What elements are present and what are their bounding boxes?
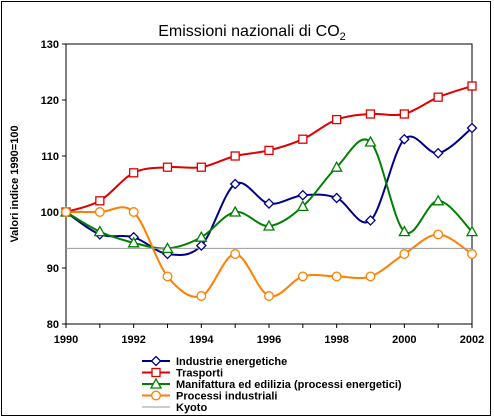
x-tick-label: 1990: [54, 334, 78, 346]
legend-label-processi-industriali: Processi industriali: [176, 391, 277, 403]
data-point-industrie-energetiche: [195, 240, 207, 252]
data-point-processi-industriali: [467, 249, 477, 259]
x-tick-label: 2000: [392, 334, 416, 346]
legend-label-manifattura-ed-edilizia-processi-energetici: Manifattura ed edilizia (processi energe…: [176, 379, 402, 391]
series-markers: [59, 81, 479, 301]
data-point-trasporti: [129, 168, 139, 178]
legend-label-trasporti: Trasporti: [176, 368, 223, 380]
data-point-trasporti: [162, 162, 173, 172]
legend-marker-industrie-energetiche: [150, 355, 162, 367]
data-point-trasporti: [365, 109, 376, 119]
x-tick-label: 1998: [324, 334, 348, 346]
data-point-processi-industriali: [264, 291, 274, 301]
y-tick-label: 90: [47, 263, 59, 275]
data-point-manifattura-ed-edilizia-processi-energetici: [364, 135, 377, 147]
data-point-industrie-energetiche: [297, 189, 309, 201]
legend-label-kyoto: Kyoto: [176, 402, 207, 414]
x-axis: 1990 1992 1994 1996 1998 2000 2002: [54, 324, 484, 346]
x-tick-label: 1992: [121, 334, 145, 346]
y-tick-label: 120: [41, 95, 59, 107]
data-point-trasporti: [230, 151, 240, 161]
data-point-processi-industriali: [433, 229, 444, 240]
data-point-trasporti: [196, 162, 206, 172]
data-point-industrie-energetiche: [432, 147, 444, 159]
legend-marker-trasporti: [151, 367, 161, 378]
data-point-trasporti: [298, 134, 308, 144]
chart-title: Emissioni nazionali di CO2: [158, 23, 346, 43]
data-point-manifattura-ed-edilizia-processi-energetici: [465, 225, 479, 237]
data-point-manifattura-ed-edilizia-processi-energetici: [330, 160, 343, 172]
data-point-industrie-energetiche: [365, 214, 376, 226]
y-tick-label: 80: [47, 319, 59, 331]
y-tick-label: 130: [41, 39, 59, 51]
data-point-manifattura-ed-edilizia-processi-energetici: [432, 194, 445, 206]
data-point-manifattura-ed-edilizia-processi-energetici: [229, 205, 242, 217]
data-point-processi-industriali: [128, 207, 139, 217]
x-tick-label: 2002: [460, 334, 484, 346]
data-point-processi-industriali: [331, 271, 342, 282]
data-point-industrie-energetiche: [331, 192, 343, 204]
x-tick-label: 1996: [257, 334, 281, 346]
data-point-trasporti: [95, 196, 105, 206]
data-point-processi-industriali: [162, 271, 173, 282]
data-point-trasporti: [332, 114, 342, 125]
data-point-processi-industriali: [230, 249, 241, 259]
data-point-manifattura-ed-edilizia-processi-energetici: [93, 225, 106, 237]
plot-area: [65, 43, 473, 325]
data-point-manifattura-ed-edilizia-processi-energetici: [296, 200, 309, 212]
data-point-processi-industriali: [297, 271, 308, 282]
legend-marker-manifattura-ed-edilizia-processi-energetici: [149, 377, 163, 389]
data-point-manifattura-ed-edilizia-processi-energetici: [195, 230, 208, 242]
data-point-manifattura-ed-edilizia-processi-energetici: [262, 219, 276, 231]
data-point-processi-industriali: [365, 271, 376, 282]
data-point-processi-industriali: [399, 249, 410, 259]
data-point-processi-industriali: [94, 207, 105, 217]
data-point-trasporti: [264, 145, 274, 156]
data-point-trasporti: [467, 81, 477, 91]
data-point-industrie-energetiche: [466, 122, 478, 134]
y-axis-label: Valori indice 1990=100: [9, 125, 21, 242]
data-point-manifattura-ed-edilizia-processi-energetici: [127, 236, 140, 248]
data-point-industrie-energetiche: [263, 198, 275, 210]
data-point-manifattura-ed-edilizia-processi-energetici: [161, 242, 174, 254]
y-tick-label: 100: [41, 207, 59, 219]
legend-label-industrie-energetiche: Industrie energetiche: [176, 356, 287, 368]
data-point-processi-industriali: [61, 207, 71, 217]
data-point-industrie-energetiche: [229, 178, 241, 190]
data-point-trasporti: [433, 92, 443, 102]
x-tick-label: 1994: [189, 334, 214, 346]
data-point-manifattura-ed-edilizia-processi-energetici: [398, 225, 411, 237]
data-point-industrie-energetiche: [398, 133, 410, 145]
data-point-trasporti: [399, 109, 409, 119]
y-axis: 80 90 100 110 120 130: [41, 39, 66, 331]
y-tick-label: 110: [41, 151, 59, 163]
legend: Industrie energeticheTrasportiManifattur…: [142, 355, 402, 414]
data-point-processi-industriali: [196, 291, 207, 301]
legend-marker-processi-industriali: [151, 390, 161, 401]
